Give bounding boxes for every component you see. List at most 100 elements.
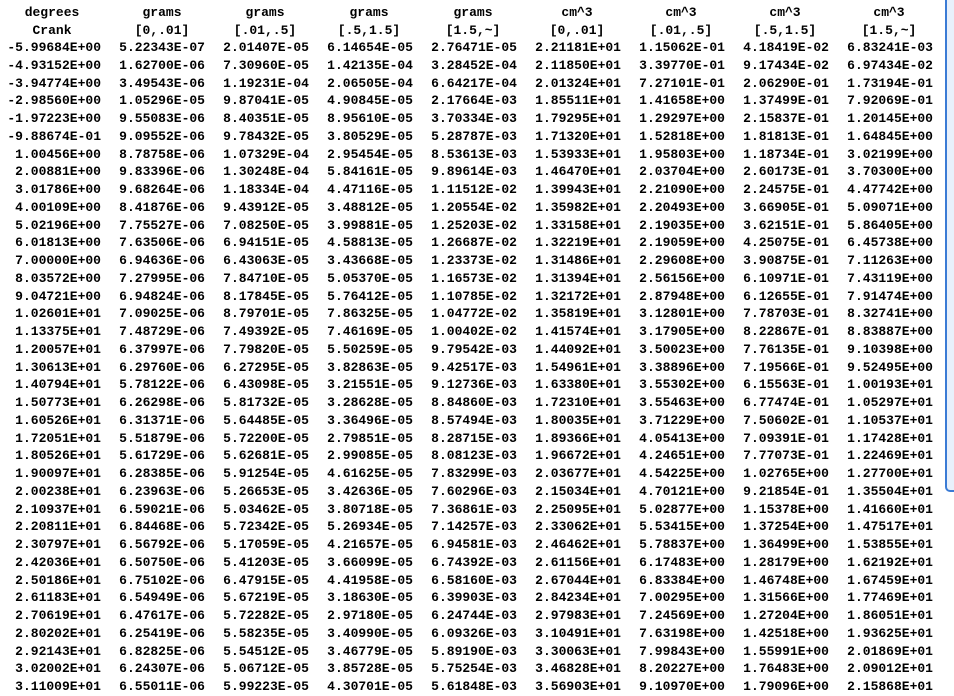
table-cell: 2.76471E-05: [431, 40, 517, 55]
table-cell: 1.96672E+01: [535, 448, 621, 464]
table-cell: 1.26687E-02: [431, 235, 517, 251]
table-cell: 9.43912E-05: [223, 199, 309, 215]
table-cell: 1.42135E-04: [327, 57, 413, 73]
column-header: [0,.01]: [549, 22, 605, 38]
table-cell: 3.71229E+00: [639, 412, 725, 428]
table-cell: 6.43063E-05: [223, 253, 309, 268]
table-cell: 6.01813E+00: [15, 235, 101, 251]
table-cell: 1.05296E-05: [119, 93, 205, 109]
table-cell: 9.83396E-06: [119, 164, 205, 180]
table-cell: 4.30701E-05: [327, 679, 413, 694]
table-cell: -2.98560E+00: [7, 93, 101, 109]
table-cell: 2.03704E+00: [639, 164, 725, 180]
table-cell: 1.72051E+01: [15, 430, 101, 446]
table-cell: 6.64217E-04: [431, 75, 517, 91]
table-cell: 1.41658E+00: [639, 93, 725, 109]
table-cell: 3.85728E-05: [327, 661, 413, 677]
table-cell: 6.47617E-06: [119, 608, 205, 623]
table-cell: 5.67219E-05: [223, 590, 309, 606]
table-cell: 7.63506E-06: [119, 235, 205, 251]
table-cell: 7.86325E-05: [327, 306, 413, 322]
table-cell: 2.67044E+01: [535, 572, 621, 588]
table-cell: 5.02877E+00: [639, 501, 725, 517]
table-cell: 1.00402E-02: [431, 324, 517, 339]
table-cell: -4.93152E+00: [7, 57, 101, 73]
table-cell: 1.86051E+01: [847, 608, 933, 623]
table-cell: 3.66905E-01: [743, 199, 829, 215]
table-cell: 9.52495E+00: [847, 359, 933, 375]
table-cell: 1.54961E+01: [535, 359, 621, 375]
table-cell: 3.17905E+00: [639, 324, 725, 339]
table-cell: 3.02002E+01: [15, 661, 101, 677]
table-cell: 1.00193E+01: [847, 377, 933, 393]
table-cell: 3.62151E-01: [743, 217, 829, 233]
table-cell: 2.20493E+00: [639, 199, 725, 215]
table-cell: 6.77474E-01: [743, 395, 829, 410]
table-cell: 1.32219E+01: [535, 235, 621, 251]
table-cell: 2.33062E+01: [535, 519, 621, 535]
table-cell: 7.11263E+00: [847, 253, 933, 268]
table-cell: 2.06505E-04: [327, 75, 413, 91]
table-cell: 3.02199E+00: [847, 146, 933, 162]
table-cell: 8.78758E-06: [119, 146, 205, 162]
table-cell: 6.59021E-06: [119, 501, 205, 517]
scrollbar-thumb[interactable]: [945, 0, 954, 492]
table-cell: 3.70300E+00: [847, 164, 933, 180]
vertical-scrollbar[interactable]: [944, 0, 954, 625]
table-cell: 7.09025E-06: [119, 306, 205, 322]
table-cell: 2.06290E-01: [743, 75, 829, 91]
table-cell: 4.25075E-01: [743, 235, 829, 251]
table-cell: 5.05370E-05: [327, 270, 413, 286]
table-cell: 3.18630E-05: [327, 590, 413, 606]
table-cell: 3.66099E-05: [327, 554, 413, 570]
table-cell: 5.17059E-05: [223, 537, 309, 552]
table-cell: 1.71320E+01: [535, 128, 621, 144]
table-cell: 2.15034E+01: [535, 483, 621, 499]
table-cell: 8.20227E+00: [639, 661, 725, 677]
table-cell: 7.63198E+00: [639, 625, 725, 641]
table-cell: 6.15563E-01: [743, 377, 829, 393]
table-cell: 3.55463E+00: [639, 395, 725, 410]
table-cell: 1.55991E+00: [743, 643, 829, 659]
table-cell: 9.55083E-06: [119, 111, 205, 126]
table-cell: 2.01324E+01: [535, 75, 621, 91]
table-cell: 6.74392E-03: [431, 554, 517, 570]
table-cell: 2.00238E+01: [15, 483, 101, 499]
table-cell: 1.39943E+01: [535, 182, 621, 197]
table-cell: 6.45738E+00: [847, 235, 933, 251]
table-cell: 3.30063E+01: [535, 643, 621, 659]
table-cell: 8.83887E+00: [847, 324, 933, 339]
table-cell: 5.89190E-03: [431, 643, 517, 659]
table-cell: 5.75254E-03: [431, 661, 517, 677]
table-cell: 2.97983E+01: [535, 608, 621, 623]
table-cell: 4.54225E+00: [639, 466, 725, 481]
column-header: [.01,.5]: [649, 22, 713, 38]
table-cell: 7.83299E-03: [431, 466, 517, 481]
table-cell: -1.97223E+00: [7, 111, 101, 126]
table-cell: 7.60296E-03: [431, 483, 517, 499]
table-cell: 1.02601E+01: [15, 306, 101, 322]
table-cell: 1.35504E+01: [847, 483, 933, 499]
table-cell: 1.76483E+00: [743, 661, 829, 677]
table-cell: 1.20554E-02: [431, 199, 517, 215]
table-cell: 5.78122E-06: [119, 377, 205, 393]
table-cell: 9.78432E-05: [223, 128, 309, 144]
table-cell: 1.41660E+01: [847, 501, 933, 517]
table-cell: 6.83384E+00: [639, 572, 725, 588]
table-cell: 5.51879E-06: [119, 430, 205, 446]
table-cell: 2.30797E+01: [15, 537, 101, 552]
table-cell: 3.50023E+00: [639, 341, 725, 357]
column-header: degrees: [24, 5, 80, 20]
table-cell: 1.67459E+01: [847, 572, 933, 588]
table-cell: 2.19059E+00: [639, 235, 725, 251]
table-cell: 3.12801E+00: [639, 306, 725, 322]
table-cell: 7.30960E-05: [223, 57, 309, 73]
table-cell: 3.99881E-05: [327, 217, 413, 233]
table-cell: 1.25203E-02: [431, 217, 517, 233]
table-cell: 1.72310E+01: [535, 395, 621, 410]
table-cell: 5.62681E-05: [223, 448, 309, 464]
table-cell: 3.11009E+01: [15, 679, 101, 694]
table-cell: 7.75527E-06: [119, 217, 205, 233]
table-cell: 6.84468E-06: [119, 519, 205, 535]
table-cell: 6.58160E-03: [431, 572, 517, 588]
